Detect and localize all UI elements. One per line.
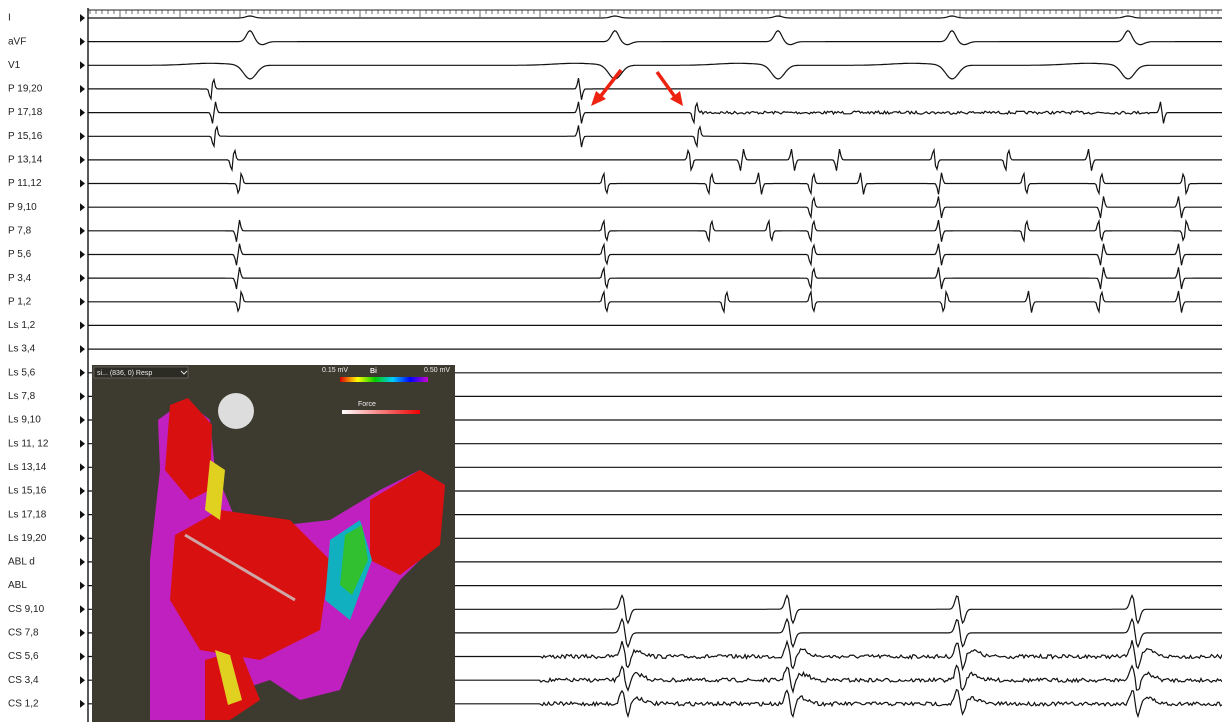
channel-marker <box>80 463 85 472</box>
channel-marker <box>80 155 85 164</box>
channel-marker <box>80 487 85 495</box>
trace <box>88 218 1222 243</box>
channel-marker <box>80 368 85 377</box>
channel-label: Ls 9,10 <box>8 415 41 426</box>
channel-marker <box>80 297 85 306</box>
channel-marker <box>80 108 85 117</box>
channel-label: P 11,12 <box>8 178 42 189</box>
channel-marker <box>80 226 85 235</box>
channel-marker <box>80 699 85 708</box>
channel-label: ABL <box>8 580 27 591</box>
channel-marker <box>80 534 85 543</box>
channel-label: aVF <box>8 36 26 47</box>
trace <box>88 195 1222 220</box>
scale-label: Bi <box>370 368 377 375</box>
map-dropdown[interactable] <box>93 366 189 379</box>
trace <box>88 15 1222 19</box>
channel-marker <box>80 345 85 354</box>
channel-marker <box>80 61 85 70</box>
channel-marker <box>80 557 85 566</box>
channel-label: P 15,16 <box>8 131 43 142</box>
trace <box>88 289 1222 314</box>
channel-marker <box>80 439 85 448</box>
channel-label: Ls 1,2 <box>8 320 36 331</box>
map-window: si... (836, 0) Resp 0.15 mV Bi 0.50 mV F… <box>92 365 455 722</box>
trace <box>88 62 1222 80</box>
channel-label: Ls 17,18 <box>8 509 47 520</box>
channel-label: P 17,18 <box>8 107 43 118</box>
channel-label: Ls 13,14 <box>8 462 47 473</box>
trace <box>88 29 1222 46</box>
channel-label: CS 1,2 <box>8 698 39 709</box>
channel-label: Ls 19,20 <box>8 533 47 544</box>
trace <box>88 77 1222 102</box>
channel-marker <box>80 321 85 330</box>
channel-marker <box>80 250 85 259</box>
channel-label: P 7,8 <box>8 225 32 236</box>
annotation-arrows <box>591 68 683 106</box>
channel-label: CS 7,8 <box>8 628 39 639</box>
channel-marker <box>80 84 85 93</box>
channel-label: I <box>8 13 11 24</box>
trace <box>88 147 1222 173</box>
dropdown-chevron <box>180 370 188 375</box>
channel-label: P 13,14 <box>8 155 43 166</box>
channel-marker <box>80 392 85 401</box>
channel-marker <box>80 652 85 661</box>
channel-marker <box>80 510 85 519</box>
channel-label: P 1,2 <box>8 296 32 307</box>
voltage-colorbar <box>340 377 428 382</box>
channel-marker <box>80 605 85 614</box>
trace <box>88 242 1222 267</box>
channel-label: CS 9,10 <box>8 604 45 615</box>
trace <box>88 171 1222 196</box>
channel-marker <box>80 14 85 22</box>
channel-label: CS 5,6 <box>8 651 39 662</box>
ruler-ticks <box>89 10 1219 17</box>
trace <box>88 124 1222 149</box>
channel-marker <box>80 628 85 637</box>
channel-label: P 3,4 <box>8 273 32 284</box>
channel-marker <box>80 274 85 283</box>
channel-marker <box>80 179 85 188</box>
channel-marker <box>80 416 85 425</box>
channel-label: P 9,10 <box>8 202 37 213</box>
channel-marker <box>80 203 85 212</box>
channel-label: P 19,20 <box>8 84 43 95</box>
channel-label: V1 <box>8 60 21 71</box>
scale-min: 0.15 mV <box>322 367 348 374</box>
scale-max: 0.50 mV <box>424 367 450 374</box>
atrial-map <box>150 398 445 720</box>
channel-label: CS 3,4 <box>8 675 39 686</box>
channel-label: Ls 15,16 <box>8 486 47 497</box>
force-label: Force <box>358 401 376 408</box>
force-bar <box>342 410 420 414</box>
channel-marker <box>80 676 85 685</box>
map-title: si... (836, 0) Resp <box>97 370 152 377</box>
channel-marker <box>80 37 85 46</box>
trace <box>88 101 1222 125</box>
channel-label: Ls 11, 12 <box>8 438 49 449</box>
channel-label: Ls 7,8 <box>8 391 36 402</box>
channel-label: P 5,6 <box>8 249 32 260</box>
channel-label: ABL d <box>8 557 35 568</box>
sphere-icon <box>218 393 254 429</box>
channel-marker <box>80 132 85 141</box>
channel-marker <box>80 581 85 590</box>
channel-label: Ls 5,6 <box>8 367 36 378</box>
channel-label: Ls 3,4 <box>8 344 36 355</box>
trace <box>88 266 1222 291</box>
